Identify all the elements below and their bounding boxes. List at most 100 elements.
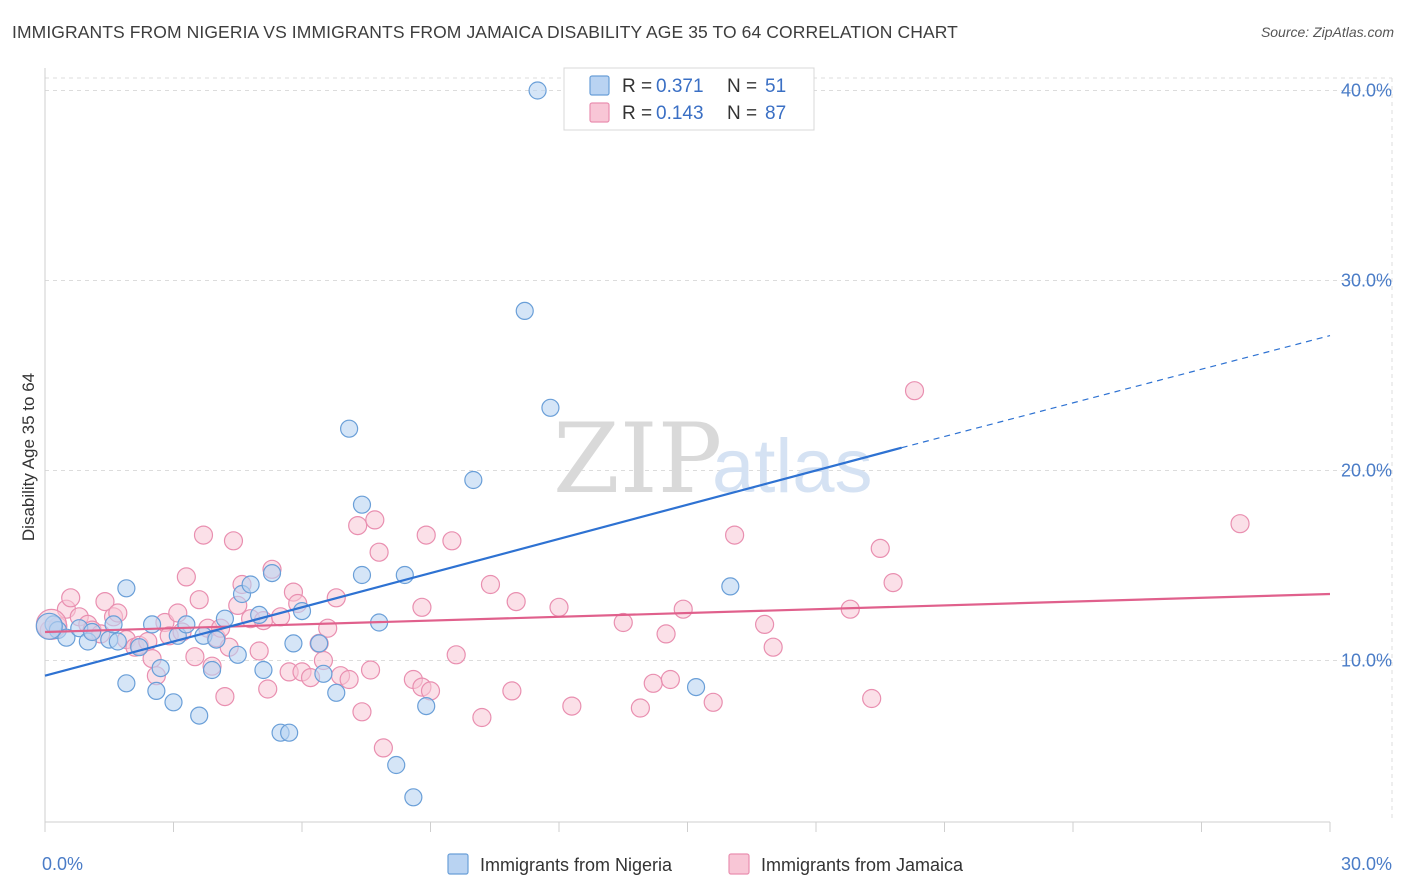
legend-n-value-jamaica: 87 bbox=[765, 103, 786, 124]
data-point-nigeria bbox=[147, 681, 166, 701]
data-point-jamaica bbox=[352, 702, 372, 722]
data-point-jamaica bbox=[348, 515, 368, 536]
data-point-jamaica bbox=[562, 696, 582, 716]
axes bbox=[44, 68, 1331, 832]
source-text: Source: ZipAtlas.com bbox=[1260, 24, 1394, 40]
data-point-nigeria bbox=[340, 419, 359, 438]
x-tick-label: 30.0% bbox=[1341, 854, 1392, 874]
data-point-jamaica bbox=[339, 669, 359, 690]
trendline-jamaica bbox=[44, 592, 1331, 634]
data-point-nigeria bbox=[164, 693, 183, 712]
data-point-jamaica bbox=[373, 738, 393, 758]
data-point-jamaica bbox=[472, 707, 492, 728]
y-tick-label: 40.0% bbox=[1341, 81, 1392, 101]
data-point-jamaica bbox=[442, 531, 462, 551]
data-point-jamaica bbox=[754, 614, 775, 635]
legend-r-value-nigeria: 0.371 bbox=[656, 76, 704, 97]
data-point-jamaica bbox=[656, 624, 676, 644]
data-point-nigeria bbox=[404, 788, 423, 807]
data-point-nigeria bbox=[215, 609, 234, 628]
x-tick-label: 0.0% bbox=[42, 854, 83, 874]
data-point-jamaica bbox=[763, 637, 783, 657]
page-title: IMMIGRANTS FROM NIGERIA VS IMMIGRANTS FR… bbox=[12, 22, 958, 42]
data-point-nigeria bbox=[262, 563, 282, 583]
watermark-zip: ZIP bbox=[553, 403, 722, 515]
data-point-jamaica bbox=[258, 679, 278, 699]
data-point-nigeria bbox=[515, 301, 534, 320]
legend-r-label: R = bbox=[622, 103, 652, 124]
data-point-nigeria bbox=[528, 81, 547, 100]
data-point-nigeria bbox=[177, 615, 196, 634]
data-point-jamaica bbox=[365, 510, 385, 530]
y-tick-label: 30.0% bbox=[1341, 271, 1392, 291]
data-point-jamaica bbox=[870, 538, 890, 559]
trendline-nigeria-extension bbox=[901, 335, 1331, 449]
y-tick-label: 20.0% bbox=[1341, 461, 1392, 481]
data-point-jamaica bbox=[480, 574, 501, 595]
gridlines bbox=[45, 77, 1393, 822]
data-point-nigeria bbox=[108, 632, 127, 651]
x-tick-labels: 0.0% 30.0% bbox=[42, 854, 1392, 874]
data-point-jamaica bbox=[95, 591, 115, 612]
data-point-nigeria bbox=[202, 660, 222, 680]
trendline-nigeria bbox=[44, 446, 902, 677]
data-point-nigeria bbox=[721, 577, 740, 596]
data-point-nigeria bbox=[117, 674, 136, 693]
legend-r-label: R = bbox=[622, 76, 652, 97]
data-point-jamaica bbox=[412, 597, 432, 617]
data-point-jamaica bbox=[318, 618, 338, 638]
data-point-jamaica bbox=[193, 525, 214, 545]
legend-swatch-jamaica bbox=[589, 102, 610, 123]
data-point-jamaica bbox=[725, 525, 745, 545]
data-point-jamaica bbox=[549, 597, 569, 617]
y-tick-label: 10.0% bbox=[1341, 651, 1392, 671]
data-point-jamaica bbox=[703, 692, 723, 712]
trendlines bbox=[44, 335, 1331, 677]
data-point-jamaica bbox=[420, 681, 441, 701]
data-point-jamaica bbox=[673, 599, 693, 619]
data-point-nigeria bbox=[104, 615, 123, 634]
data-point-nigeria bbox=[686, 677, 706, 697]
legend-n-label: N = bbox=[727, 103, 757, 124]
top-legend: R = 0.371 N = 51 R = 0.143 N = 87 bbox=[563, 67, 815, 131]
data-point-nigeria bbox=[327, 683, 346, 702]
data-point-jamaica bbox=[185, 647, 205, 667]
data-point-jamaica bbox=[360, 660, 381, 680]
data-point-jamaica bbox=[506, 591, 526, 612]
bottom-legend-swatch-jamaica bbox=[728, 853, 750, 875]
watermark: ZIP atlas bbox=[553, 403, 873, 515]
bottom-legend-label-nigeria: Immigrants from Nigeria bbox=[480, 855, 673, 875]
data-point-jamaica bbox=[613, 612, 633, 633]
data-point-jamaica bbox=[502, 681, 522, 701]
data-point-jamaica bbox=[660, 669, 680, 690]
legend-r-value-jamaica: 0.143 bbox=[656, 103, 704, 124]
data-point-jamaica bbox=[862, 688, 882, 709]
data-point-jamaica bbox=[223, 531, 244, 551]
data-point-jamaica bbox=[416, 525, 436, 545]
watermark-atlas: atlas bbox=[712, 424, 873, 509]
legend-n-label: N = bbox=[727, 76, 757, 97]
data-point-jamaica bbox=[249, 641, 269, 661]
data-point-nigeria bbox=[228, 645, 247, 664]
data-point-nigeria bbox=[352, 495, 372, 514]
y-axis-title: Disability Age 35 to 64 bbox=[19, 373, 38, 541]
data-point-nigeria bbox=[280, 723, 299, 742]
data-point-nigeria bbox=[387, 755, 406, 775]
data-point-jamaica bbox=[904, 381, 925, 401]
data-point-jamaica bbox=[630, 698, 650, 718]
data-point-nigeria bbox=[464, 470, 483, 490]
data-point-nigeria bbox=[541, 398, 560, 417]
data-point-nigeria bbox=[284, 634, 303, 653]
data-point-nigeria bbox=[117, 579, 136, 598]
data-point-nigeria bbox=[254, 660, 273, 680]
data-point-jamaica bbox=[643, 673, 663, 693]
data-point-nigeria bbox=[417, 696, 436, 716]
legend-n-value-nigeria: 51 bbox=[765, 76, 786, 97]
data-point-nigeria bbox=[314, 664, 333, 683]
data-point-jamaica bbox=[215, 686, 235, 707]
bottom-legend-swatch-nigeria bbox=[447, 853, 469, 875]
data-point-nigeria bbox=[310, 634, 329, 653]
data-point-jamaica bbox=[446, 645, 466, 665]
data-point-jamaica bbox=[189, 590, 209, 610]
